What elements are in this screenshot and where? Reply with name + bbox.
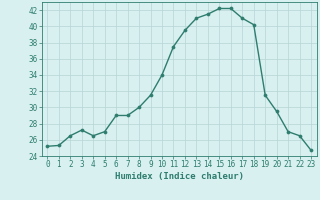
X-axis label: Humidex (Indice chaleur): Humidex (Indice chaleur) [115,172,244,181]
